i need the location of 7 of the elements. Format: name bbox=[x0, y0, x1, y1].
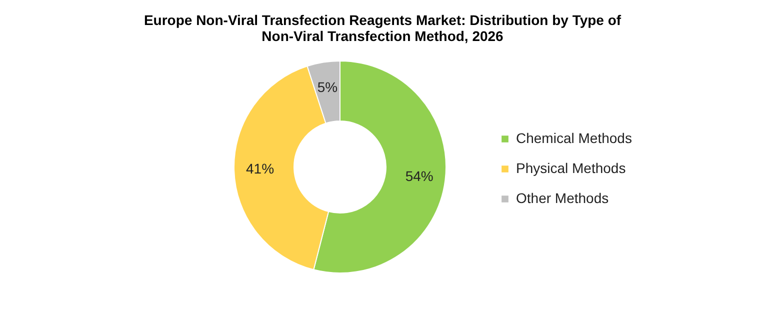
legend-label: Chemical Methods bbox=[516, 130, 632, 146]
legend-label: Physical Methods bbox=[516, 160, 626, 176]
legend-label: Other Methods bbox=[516, 190, 609, 206]
data-label: 5% bbox=[317, 78, 338, 95]
data-label: 54% bbox=[405, 168, 434, 184]
data-label: 41% bbox=[246, 160, 274, 177]
chart-title: Europe Non-Viral Transfection Reagents Market: Distribution by Type of Non-Viral Transfection Method, 2026 bbox=[144, 12, 622, 44]
